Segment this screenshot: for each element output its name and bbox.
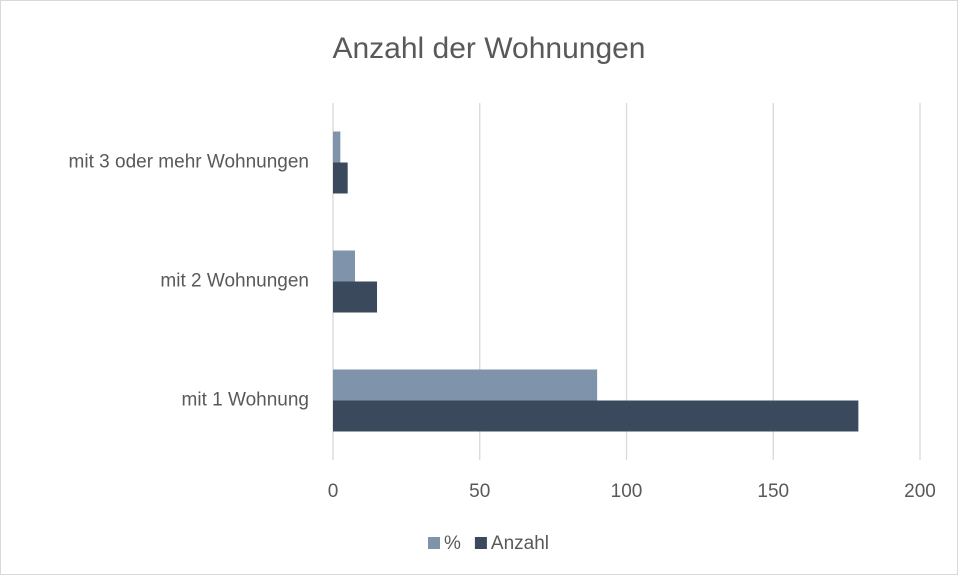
x-tick-label: 200 xyxy=(904,481,936,502)
x-tick-label: 100 xyxy=(611,481,643,502)
x-tick-label: 0 xyxy=(328,481,339,502)
y-tick-label: mit 2 Wohnungen xyxy=(160,271,309,292)
bar xyxy=(333,281,378,313)
x-tick-label: 50 xyxy=(469,481,490,502)
bar xyxy=(333,400,859,432)
bar xyxy=(333,250,356,282)
legend-swatch xyxy=(428,537,440,549)
bar xyxy=(333,131,341,163)
bar xyxy=(333,369,598,401)
bar xyxy=(333,162,348,194)
y-tick-label: mit 1 Wohnung xyxy=(182,390,309,411)
y-tick-label: mit 3 oder mehr Wohnungen xyxy=(69,152,309,173)
chart-title: Anzahl der Wohnungen xyxy=(332,32,645,65)
legend-label: % xyxy=(444,533,461,554)
legend-label: Anzahl xyxy=(491,533,549,554)
x-tick-label: 150 xyxy=(757,481,789,502)
legend-swatch xyxy=(474,537,487,549)
